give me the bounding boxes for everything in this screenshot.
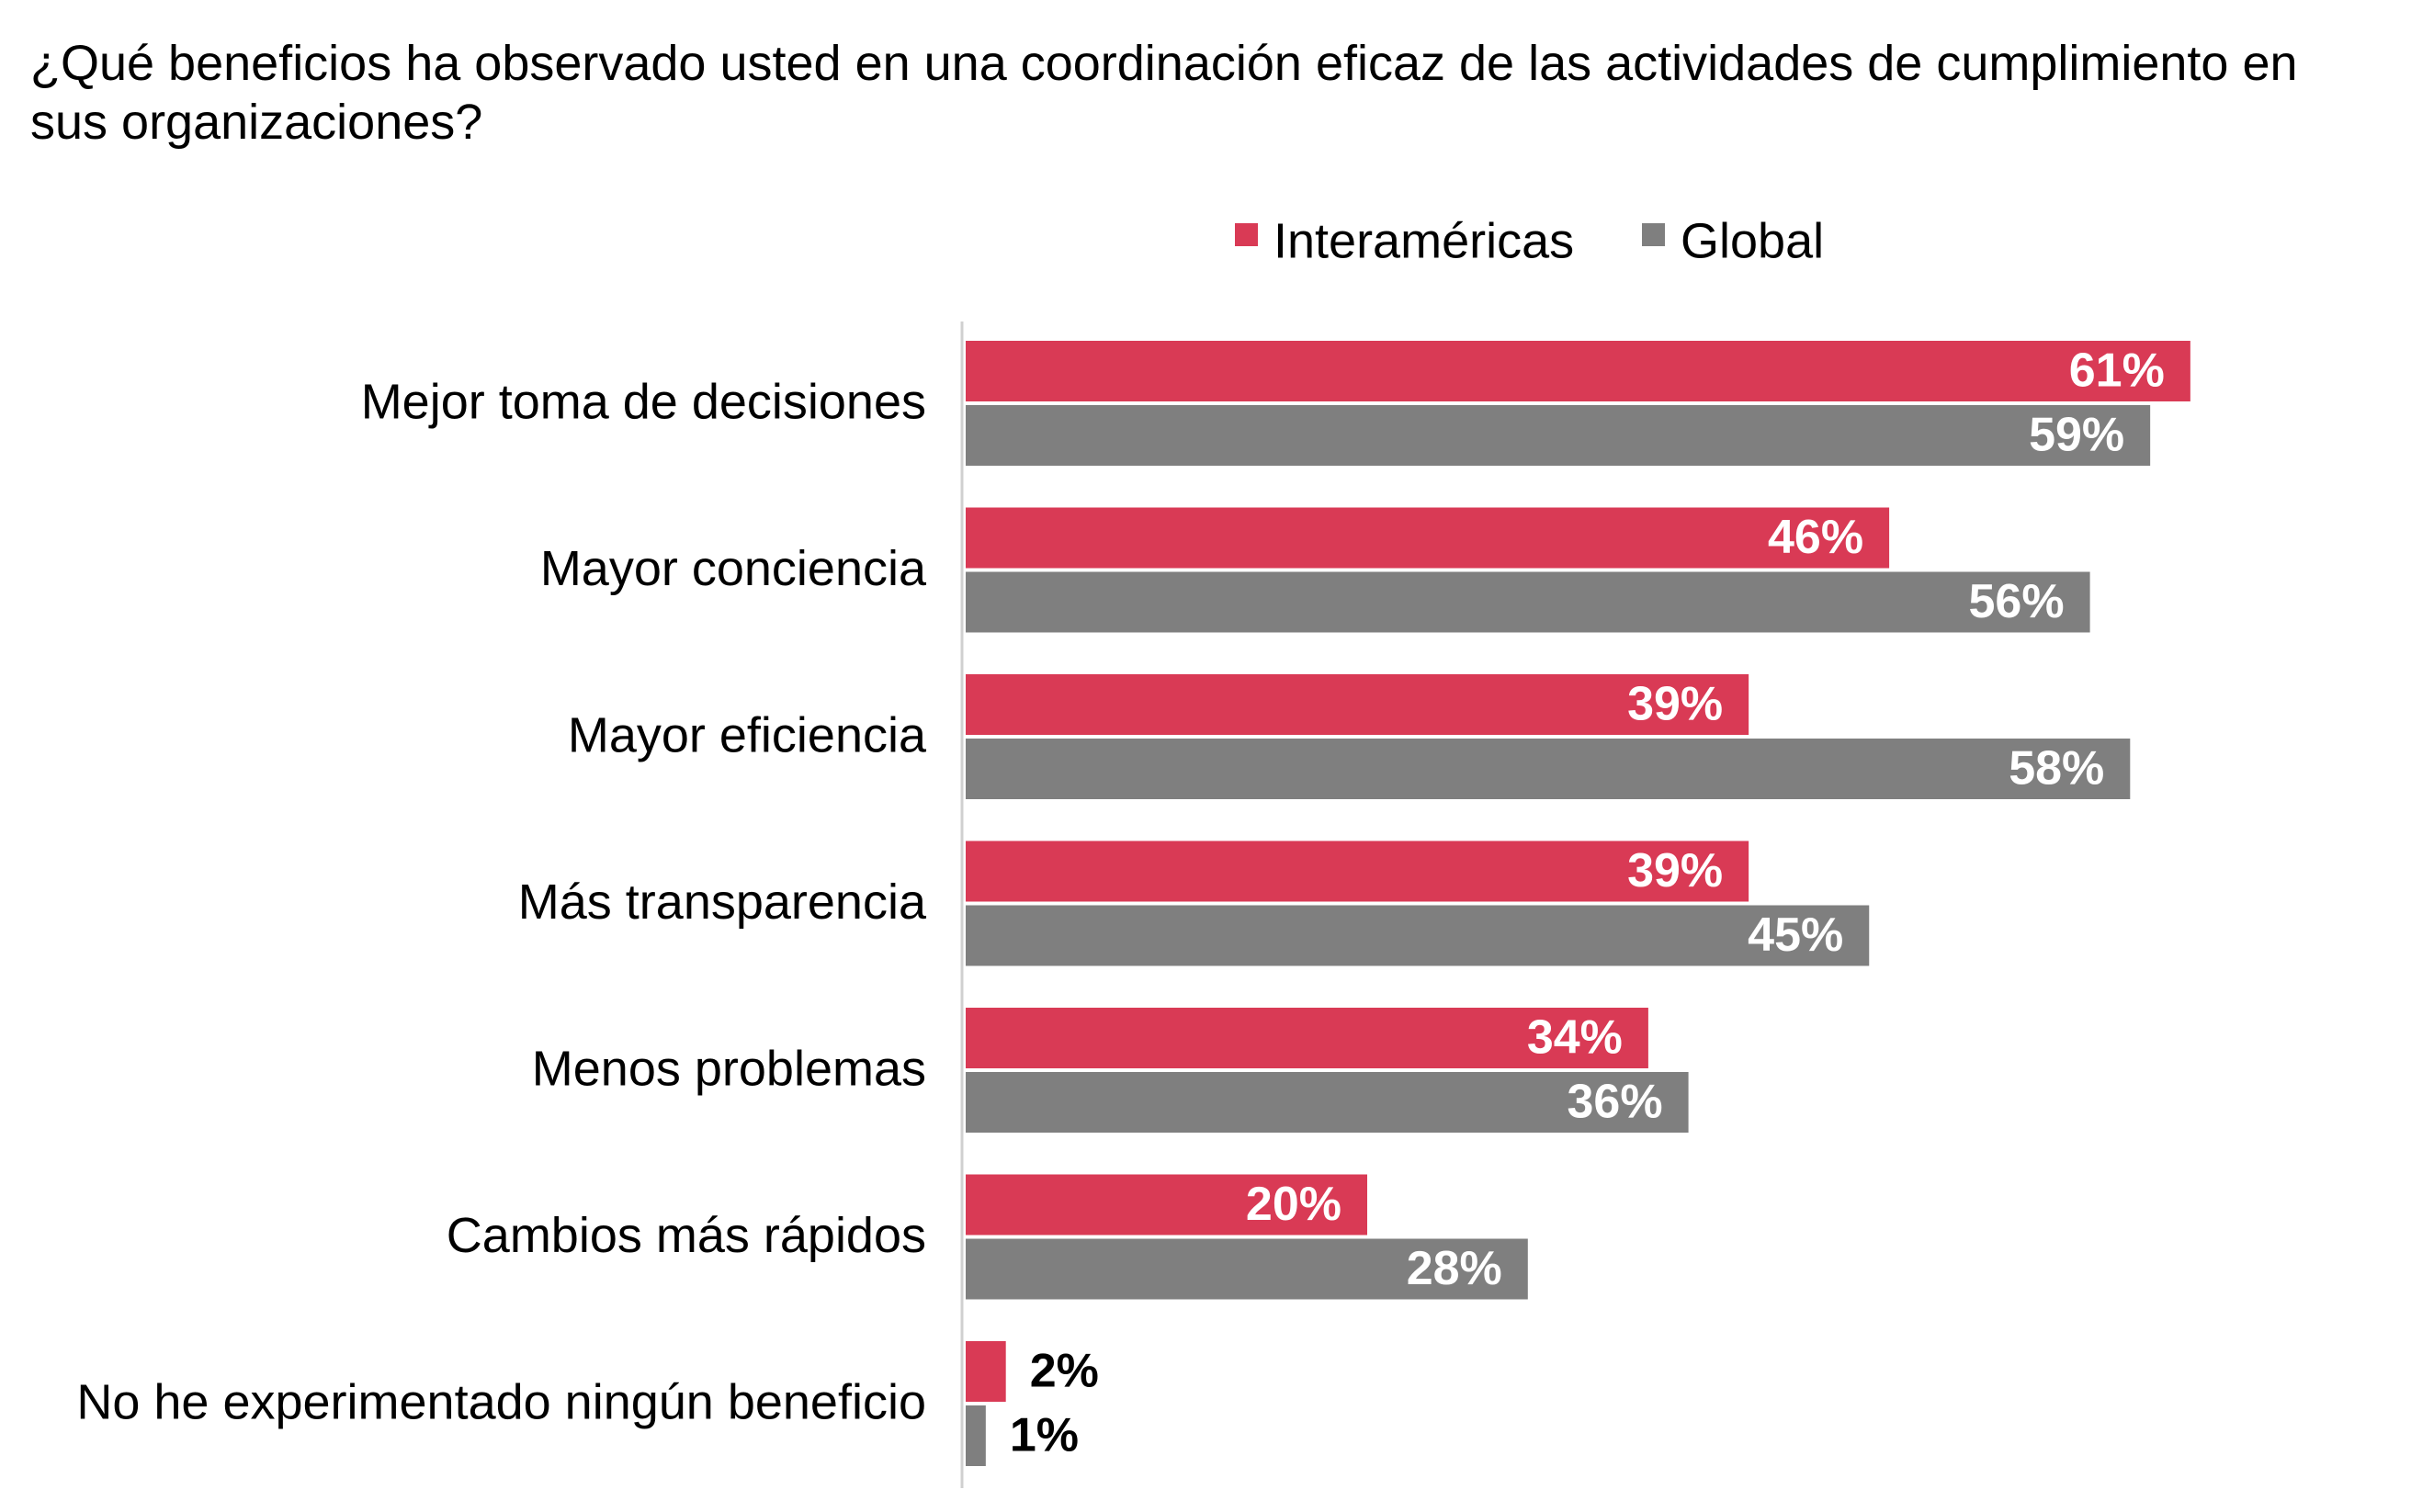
bar-interamericas xyxy=(966,507,1890,569)
bar-global xyxy=(966,739,2131,799)
legend-swatch-global xyxy=(1642,223,1665,246)
bar-global xyxy=(966,1405,986,1466)
data-label: 61% xyxy=(2069,344,2165,398)
data-label: 36% xyxy=(1568,1076,1663,1129)
legend-label: Global xyxy=(1681,213,1824,268)
data-label: 59% xyxy=(2029,409,2124,462)
bar-global xyxy=(966,405,2151,466)
category-label: Mejor toma de decisiones xyxy=(361,374,926,429)
category-label: Más transparencia xyxy=(518,874,927,930)
data-label: 20% xyxy=(1246,1178,1341,1231)
bar-interamericas xyxy=(966,1174,1367,1236)
legend-label: Interaméricas xyxy=(1273,213,1574,268)
bar-interamericas xyxy=(966,1008,1648,1068)
bar-global xyxy=(966,571,2090,633)
bar-interamericas xyxy=(966,341,2190,401)
bar-interamericas xyxy=(966,1341,1006,1402)
chart-title-line: sus organizaciones? xyxy=(30,95,482,150)
data-label: 34% xyxy=(1527,1011,1623,1065)
chart-title-line: ¿Qué beneficios ha observado usted en un… xyxy=(30,36,2298,91)
bar-global xyxy=(966,1238,1528,1300)
category-label: No he experimentado ningún beneficio xyxy=(76,1374,926,1429)
data-label: 1% xyxy=(1010,1409,1079,1462)
data-label: 2% xyxy=(1030,1345,1099,1398)
legend-swatch-interamericas xyxy=(1235,223,1258,246)
data-label: 28% xyxy=(1407,1242,1502,1295)
data-label: 58% xyxy=(2009,742,2104,795)
category-label: Cambios más rápidos xyxy=(447,1208,926,1263)
bar-global xyxy=(966,905,1870,966)
category-label: Menos problemas xyxy=(532,1041,926,1096)
bar-interamericas xyxy=(966,674,1749,735)
data-label: 46% xyxy=(1768,511,1863,564)
data-label: 56% xyxy=(1969,575,2065,628)
data-label: 39% xyxy=(1627,844,1723,897)
data-label: 45% xyxy=(1748,908,1843,962)
bar-global xyxy=(966,1072,1689,1133)
category-label: Mayor eficiencia xyxy=(568,707,927,762)
category-label: Mayor conciencia xyxy=(540,541,927,596)
data-label: 39% xyxy=(1627,678,1723,731)
bar-interamericas xyxy=(966,841,1749,902)
